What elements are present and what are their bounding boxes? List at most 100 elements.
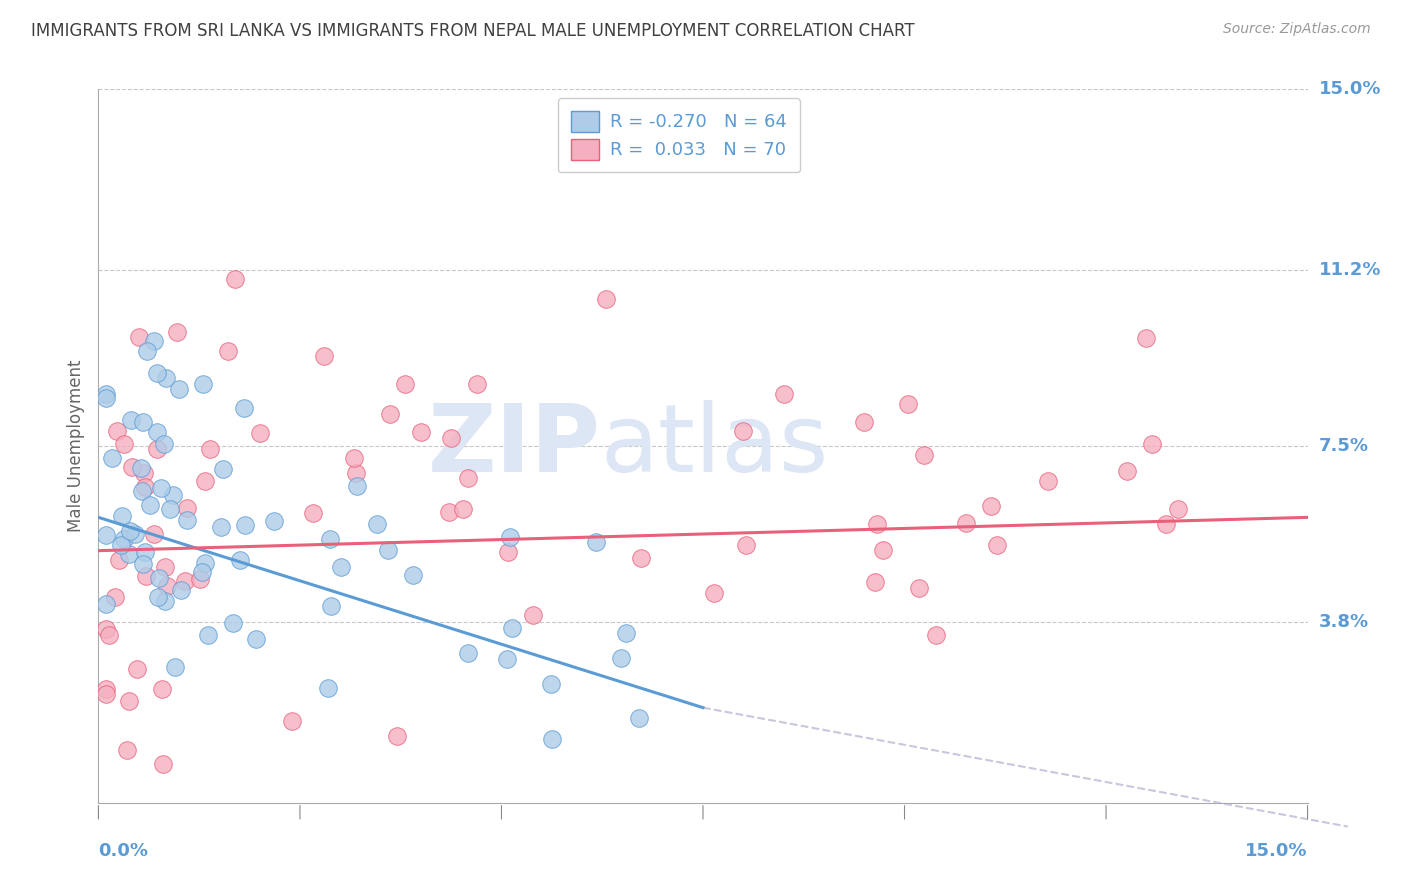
Point	[1142, 437, 1164, 451]
Point	[437, 505, 460, 519]
Point	[217, 343, 239, 358]
Point	[132, 558, 155, 572]
Legend: R = -0.270   N = 64, R =  0.033   N = 70: R = -0.270 N = 64, R = 0.033 N = 70	[558, 98, 800, 172]
Point	[118, 524, 141, 538]
Point	[162, 488, 184, 502]
Point	[110, 538, 132, 552]
Point	[132, 415, 155, 429]
Point	[912, 448, 935, 462]
Point	[735, 538, 758, 552]
Point	[377, 543, 399, 558]
Point	[134, 545, 156, 559]
Point	[128, 329, 150, 343]
Point	[319, 532, 342, 546]
Point	[96, 681, 118, 696]
Point	[155, 371, 177, 385]
Text: Source: ZipAtlas.com: Source: ZipAtlas.com	[1223, 22, 1371, 37]
Point	[165, 660, 187, 674]
Point	[872, 543, 894, 558]
Point	[176, 500, 198, 515]
Point	[467, 377, 489, 392]
Point	[152, 437, 174, 451]
Point	[155, 593, 177, 607]
Point	[112, 436, 135, 450]
Point	[1135, 330, 1157, 344]
Point	[101, 450, 124, 465]
Point	[630, 551, 652, 566]
Point	[627, 710, 650, 724]
Point	[174, 574, 197, 589]
Point	[319, 599, 342, 614]
Point	[167, 382, 190, 396]
Point	[159, 501, 181, 516]
Point	[394, 377, 416, 392]
Point	[907, 582, 929, 596]
Point	[249, 425, 271, 440]
Point	[121, 460, 143, 475]
Point	[343, 451, 366, 466]
Point	[853, 415, 876, 429]
Point	[118, 693, 141, 707]
Point	[610, 651, 633, 665]
Point	[98, 628, 121, 642]
Point	[1116, 464, 1139, 478]
Point	[866, 516, 889, 531]
Text: 3.8%: 3.8%	[1319, 613, 1369, 631]
Point	[1167, 501, 1189, 516]
Point	[96, 386, 118, 401]
Point	[150, 682, 173, 697]
Point	[96, 597, 118, 611]
Point	[897, 397, 920, 411]
Point	[118, 547, 141, 561]
Text: ZIP: ZIP	[427, 400, 600, 492]
Point	[152, 756, 174, 771]
Point	[314, 349, 336, 363]
Point	[440, 431, 463, 445]
Point	[496, 651, 519, 665]
Point	[139, 498, 162, 512]
Point	[344, 467, 367, 481]
Point	[198, 442, 221, 456]
Point	[346, 479, 368, 493]
Point	[457, 471, 479, 485]
Point	[366, 517, 388, 532]
Point	[96, 622, 118, 636]
Point	[1036, 474, 1059, 488]
Point	[155, 559, 177, 574]
Point	[772, 386, 794, 401]
Point	[925, 628, 948, 642]
Point	[105, 424, 128, 438]
Point	[146, 590, 169, 604]
Point	[380, 408, 402, 422]
Point	[104, 590, 127, 604]
Point	[409, 425, 432, 439]
Point	[129, 460, 152, 475]
Point	[142, 526, 165, 541]
Point	[117, 743, 139, 757]
Point	[329, 560, 352, 574]
Point	[703, 585, 725, 599]
Point	[387, 729, 409, 743]
Point	[540, 732, 562, 747]
Point	[221, 615, 243, 630]
Point	[145, 367, 167, 381]
Point	[125, 661, 148, 675]
Point	[169, 582, 191, 597]
Point	[457, 646, 479, 660]
Point	[194, 556, 217, 570]
Point	[96, 687, 118, 701]
Point	[211, 462, 233, 476]
Point	[146, 442, 169, 456]
Point	[263, 514, 285, 528]
Point	[135, 569, 157, 583]
Point	[150, 481, 173, 495]
Point	[496, 545, 519, 559]
Point	[148, 570, 170, 584]
Point	[224, 272, 246, 286]
Point	[143, 334, 166, 348]
Text: 0.0%: 0.0%	[98, 842, 149, 860]
Point	[585, 534, 607, 549]
Point	[124, 526, 146, 541]
Point	[1156, 517, 1178, 532]
Point	[96, 528, 118, 542]
